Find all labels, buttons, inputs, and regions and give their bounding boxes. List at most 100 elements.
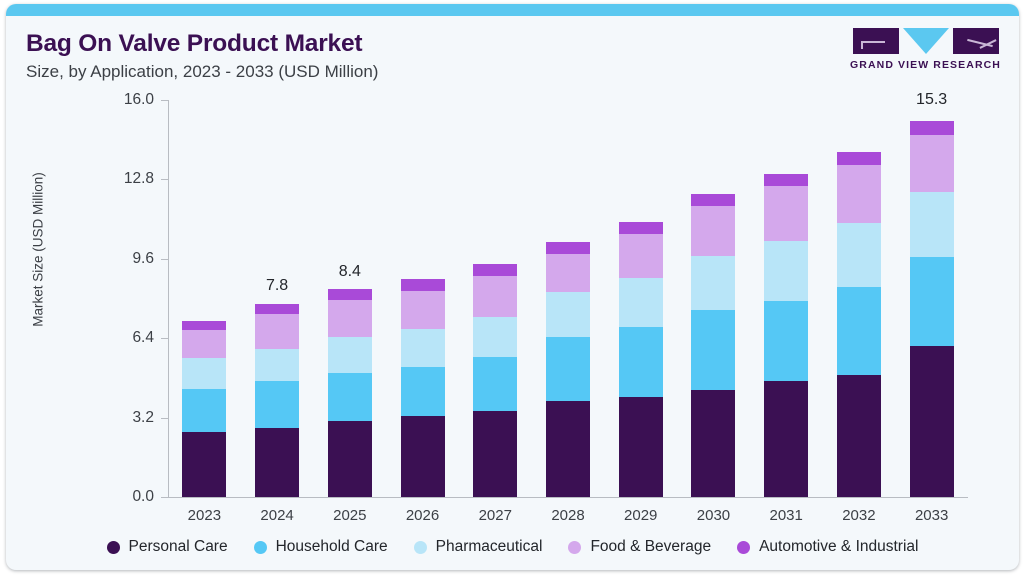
bar-value-label: 7.8 — [265, 277, 289, 295]
legend-item[interactable]: Automotive & Industrial — [737, 538, 918, 556]
legend-swatch-icon — [253, 540, 267, 554]
bar-segment[interactable] — [327, 421, 372, 497]
bar-stack[interactable] — [764, 4, 809, 497]
bar-stack[interactable] — [473, 4, 518, 497]
legend-label: Personal Care — [128, 538, 228, 555]
legend-item[interactable]: Food & Beverage — [568, 538, 711, 556]
y-tick: 6.4 — [108, 329, 154, 346]
bar-stack[interactable] — [691, 4, 736, 497]
bar-stack[interactable] — [182, 4, 227, 497]
legend-swatch-icon — [568, 540, 582, 554]
y-tick-label: 3.2 — [132, 408, 154, 426]
bar-stack[interactable] — [327, 4, 372, 497]
bar-segment[interactable] — [473, 317, 518, 357]
x-axis-line — [168, 497, 968, 498]
bar-segment[interactable] — [836, 374, 881, 497]
bar-segment[interactable] — [182, 431, 227, 497]
bar-segment[interactable] — [836, 151, 881, 165]
y-tick: 3.2 — [108, 409, 154, 426]
bar-segment[interactable] — [182, 329, 227, 358]
legend-item[interactable]: Pharmaceutical — [413, 538, 543, 556]
bar-segment[interactable] — [255, 427, 300, 497]
bar-segment[interactable] — [691, 255, 736, 311]
grand-view-research-logo: GRAND VIEW RESEARCH — [848, 28, 1003, 76]
bar-segment[interactable] — [764, 300, 809, 382]
bar-stack[interactable] — [255, 4, 300, 497]
logo-r-icon — [952, 28, 999, 54]
bar-segment[interactable] — [691, 205, 736, 256]
bar-segment[interactable] — [473, 411, 518, 497]
bar-segment[interactable] — [546, 241, 590, 254]
bar-segment[interactable] — [546, 292, 590, 338]
stacked-bar-chart: Market Size (USD Million) 0.0 3.2 6.4 9.6 12… — [6, 4, 1019, 570]
bar-segment[interactable] — [764, 173, 809, 187]
bar-segment[interactable] — [618, 277, 663, 328]
bar-segment[interactable] — [618, 233, 663, 278]
bar-stack[interactable] — [836, 4, 881, 497]
bar-segment[interactable] — [400, 366, 445, 417]
bar-segment[interactable] — [546, 401, 590, 497]
bar-segment[interactable] — [618, 221, 663, 234]
page-title: Bag On Valve Product Market — [26, 30, 363, 57]
legend-label: Automotive & Industrial — [759, 538, 919, 555]
accent-top-bar — [6, 4, 1019, 16]
bar-stack[interactable] — [546, 4, 590, 497]
x-tick-label: 2027 — [478, 507, 512, 524]
bar-segment[interactable] — [909, 257, 954, 347]
y-tick: 9.6 — [108, 250, 154, 267]
bar-segment[interactable] — [909, 191, 954, 258]
bar-segment[interactable] — [400, 328, 445, 367]
bar-segment[interactable] — [836, 223, 881, 287]
bar-segment[interactable] — [327, 300, 372, 337]
x-tick-label: 2030 — [696, 507, 731, 524]
bar-segment[interactable] — [327, 336, 372, 373]
bar-segment[interactable] — [836, 164, 881, 224]
legend-item[interactable]: Household Care — [253, 538, 388, 556]
y-tick-mark — [161, 497, 168, 498]
bar-value-label: 8.4 — [338, 262, 361, 280]
bar-segment[interactable] — [618, 397, 663, 497]
bar-segment[interactable] — [400, 416, 445, 497]
bar-segment[interactable] — [182, 357, 227, 389]
x-tick-label: 2026 — [405, 507, 440, 524]
bar-segment[interactable] — [255, 314, 300, 349]
y-tick-mark — [161, 179, 168, 181]
bar-segment[interactable] — [182, 320, 227, 330]
bar-segment[interactable] — [691, 193, 736, 206]
bar-segment[interactable] — [255, 348, 300, 382]
bar-segment[interactable] — [764, 240, 809, 301]
bar-stack[interactable] — [618, 4, 663, 497]
legend-item[interactable]: Personal Care — [106, 538, 228, 556]
chart-legend: Personal Care Household Care Pharmaceutica… — [6, 538, 1019, 556]
y-tick: 16.0 — [108, 91, 154, 108]
x-tick-label: 2029 — [624, 507, 658, 524]
bar-segment[interactable] — [836, 286, 881, 375]
bar-segment[interactable] — [909, 121, 954, 135]
y-tick: 12.8 — [108, 170, 154, 187]
bar-segment[interactable] — [255, 303, 300, 315]
bar-segment[interactable] — [909, 134, 954, 192]
bar-segment[interactable] — [473, 356, 518, 412]
bar-segment[interactable] — [546, 253, 590, 293]
bar-segment[interactable] — [618, 327, 663, 398]
bar-segment[interactable] — [400, 291, 445, 329]
y-tick-label: 6.4 — [132, 329, 154, 347]
bar-stack[interactable] — [400, 4, 445, 497]
bar-segment[interactable] — [473, 276, 518, 318]
bar-segment[interactable] — [255, 381, 300, 428]
legend-label: Pharmaceutical — [435, 538, 543, 555]
bar-segment[interactable] — [691, 310, 736, 390]
bar-segment[interactable] — [327, 372, 372, 422]
bar-segment[interactable] — [691, 389, 736, 497]
bar-segment[interactable] — [764, 186, 809, 241]
bar-segment[interactable] — [473, 263, 518, 277]
bar-segment[interactable] — [764, 381, 809, 497]
y-tick-label: 16.0 — [123, 91, 154, 108]
bar-segment[interactable] — [327, 288, 372, 301]
bar-segment[interactable] — [400, 278, 445, 292]
bar-segment[interactable] — [546, 337, 590, 402]
bar-segment[interactable] — [182, 388, 227, 432]
y-tick-label: 0.0 — [132, 488, 154, 505]
bar-segment[interactable] — [909, 346, 954, 497]
bar-stack[interactable] — [909, 4, 954, 497]
